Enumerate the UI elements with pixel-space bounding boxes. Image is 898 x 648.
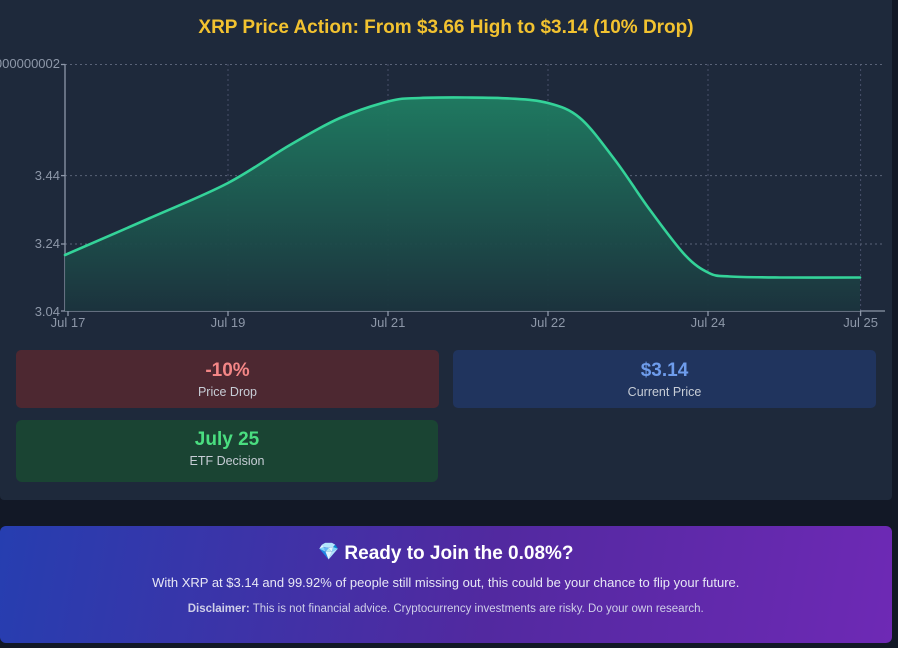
svg-text:3.44: 3.44 (35, 168, 60, 183)
svg-text:Jul 25: Jul 25 (843, 315, 878, 330)
svg-text:Jul 19: Jul 19 (211, 315, 246, 330)
svg-text:Jul 17: Jul 17 (51, 315, 86, 330)
svg-text:3.24: 3.24 (35, 236, 60, 251)
svg-text:Jul 24: Jul 24 (691, 315, 726, 330)
svg-text:3.64000000000002: 3.64000000000002 (0, 56, 60, 71)
svg-text:Jul 21: Jul 21 (371, 315, 406, 330)
svg-text:Jul 22: Jul 22 (531, 315, 566, 330)
